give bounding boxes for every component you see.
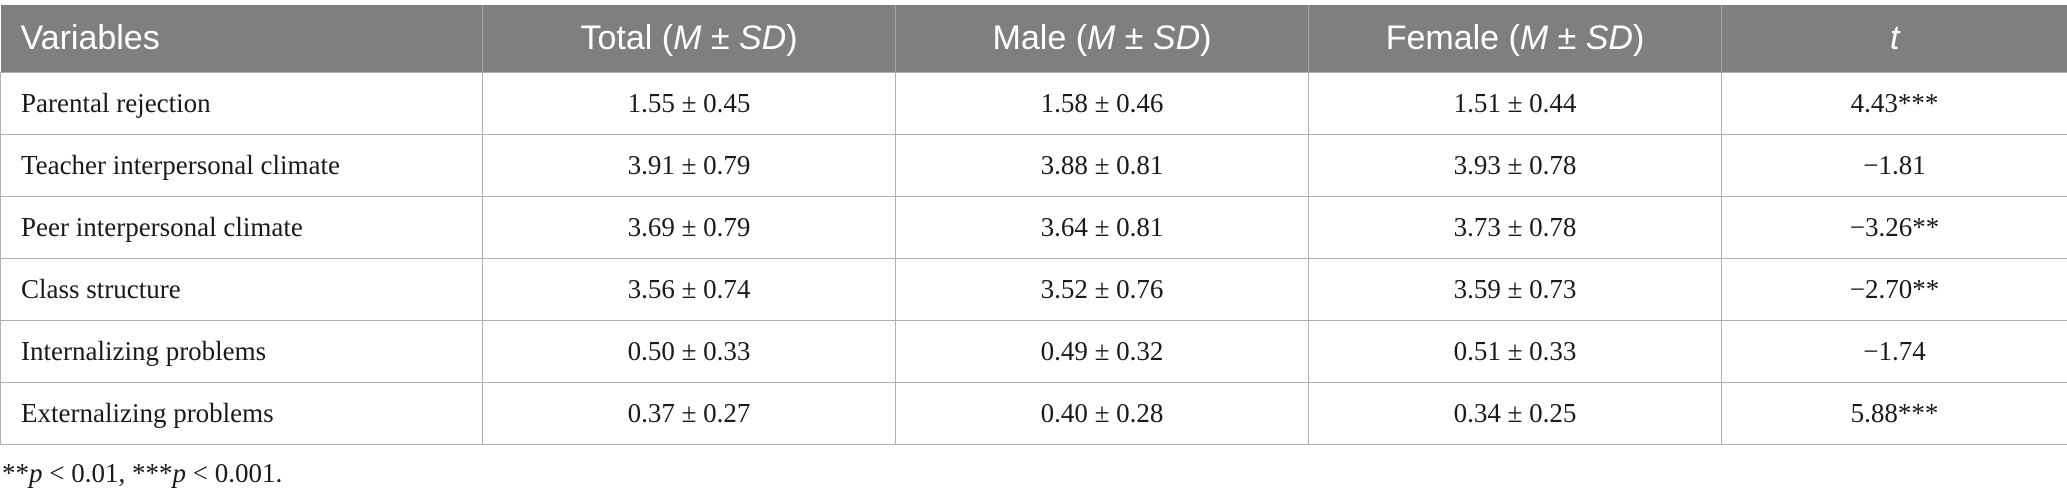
- t-cell: −1.74: [1721, 320, 2067, 383]
- total-cell: 3.91 ± 0.79: [482, 134, 896, 197]
- table-row: Parental rejection 1.55 ± 0.45 1.58 ± 0.…: [0, 72, 2067, 135]
- male-cell: 0.49 ± 0.32: [895, 320, 1309, 383]
- header-variables: Variables: [0, 5, 483, 73]
- table-row: Internalizing problems 0.50 ± 0.33 0.49 …: [0, 320, 2067, 383]
- table-footnote: **p < 0.01, ***p < 0.001.: [2, 458, 283, 488]
- female-cell: 3.59 ± 0.73: [1308, 258, 1722, 321]
- header-t: t: [1721, 5, 2067, 73]
- table-row: Peer interpersonal climate 3.69 ± 0.79 3…: [0, 196, 2067, 259]
- total-cell: 3.56 ± 0.74: [482, 258, 896, 321]
- row-label: Peer interpersonal climate: [0, 196, 483, 259]
- row-label: Class structure: [0, 258, 483, 321]
- table-row: Teacher interpersonal climate 3.91 ± 0.7…: [0, 134, 2067, 197]
- female-cell: 1.51 ± 0.44: [1308, 72, 1722, 135]
- total-cell: 0.37 ± 0.27: [482, 382, 896, 445]
- header-male: Male (M ± SD): [895, 5, 1309, 73]
- male-cell: 3.88 ± 0.81: [895, 134, 1309, 197]
- row-label: Externalizing problems: [0, 382, 483, 445]
- male-cell: 0.40 ± 0.28: [895, 382, 1309, 445]
- total-cell: 3.69 ± 0.79: [482, 196, 896, 259]
- total-cell: 0.50 ± 0.33: [482, 320, 896, 383]
- header-total: Total (M ± SD): [482, 5, 896, 73]
- female-cell: 0.51 ± 0.33: [1308, 320, 1722, 383]
- t-cell: −1.81: [1721, 134, 2067, 197]
- male-cell: 1.58 ± 0.46: [895, 72, 1309, 135]
- header-row: Variables Total (M ± SD) Male (M ± SD) F…: [0, 5, 2067, 73]
- row-label: Internalizing problems: [0, 320, 483, 383]
- table-row: Externalizing problems 0.37 ± 0.27 0.40 …: [0, 382, 2067, 445]
- t-cell: 5.88***: [1721, 382, 2067, 445]
- row-label: Teacher interpersonal climate: [0, 134, 483, 197]
- total-cell: 1.55 ± 0.45: [482, 72, 896, 135]
- t-cell: 4.43***: [1721, 72, 2067, 135]
- female-cell: 0.34 ± 0.25: [1308, 382, 1722, 445]
- female-cell: 3.73 ± 0.78: [1308, 196, 1722, 259]
- t-cell: −2.70**: [1721, 258, 2067, 321]
- t-cell: −3.26**: [1721, 196, 2067, 259]
- row-label: Parental rejection: [0, 72, 483, 135]
- male-cell: 3.64 ± 0.81: [895, 196, 1309, 259]
- header-female: Female (M ± SD): [1308, 5, 1722, 73]
- statistics-table: Variables Total (M ± SD) Male (M ± SD) F…: [0, 5, 2067, 445]
- female-cell: 3.93 ± 0.78: [1308, 134, 1722, 197]
- table-row: Class structure 3.56 ± 0.74 3.52 ± 0.76 …: [0, 258, 2067, 321]
- male-cell: 3.52 ± 0.76: [895, 258, 1309, 321]
